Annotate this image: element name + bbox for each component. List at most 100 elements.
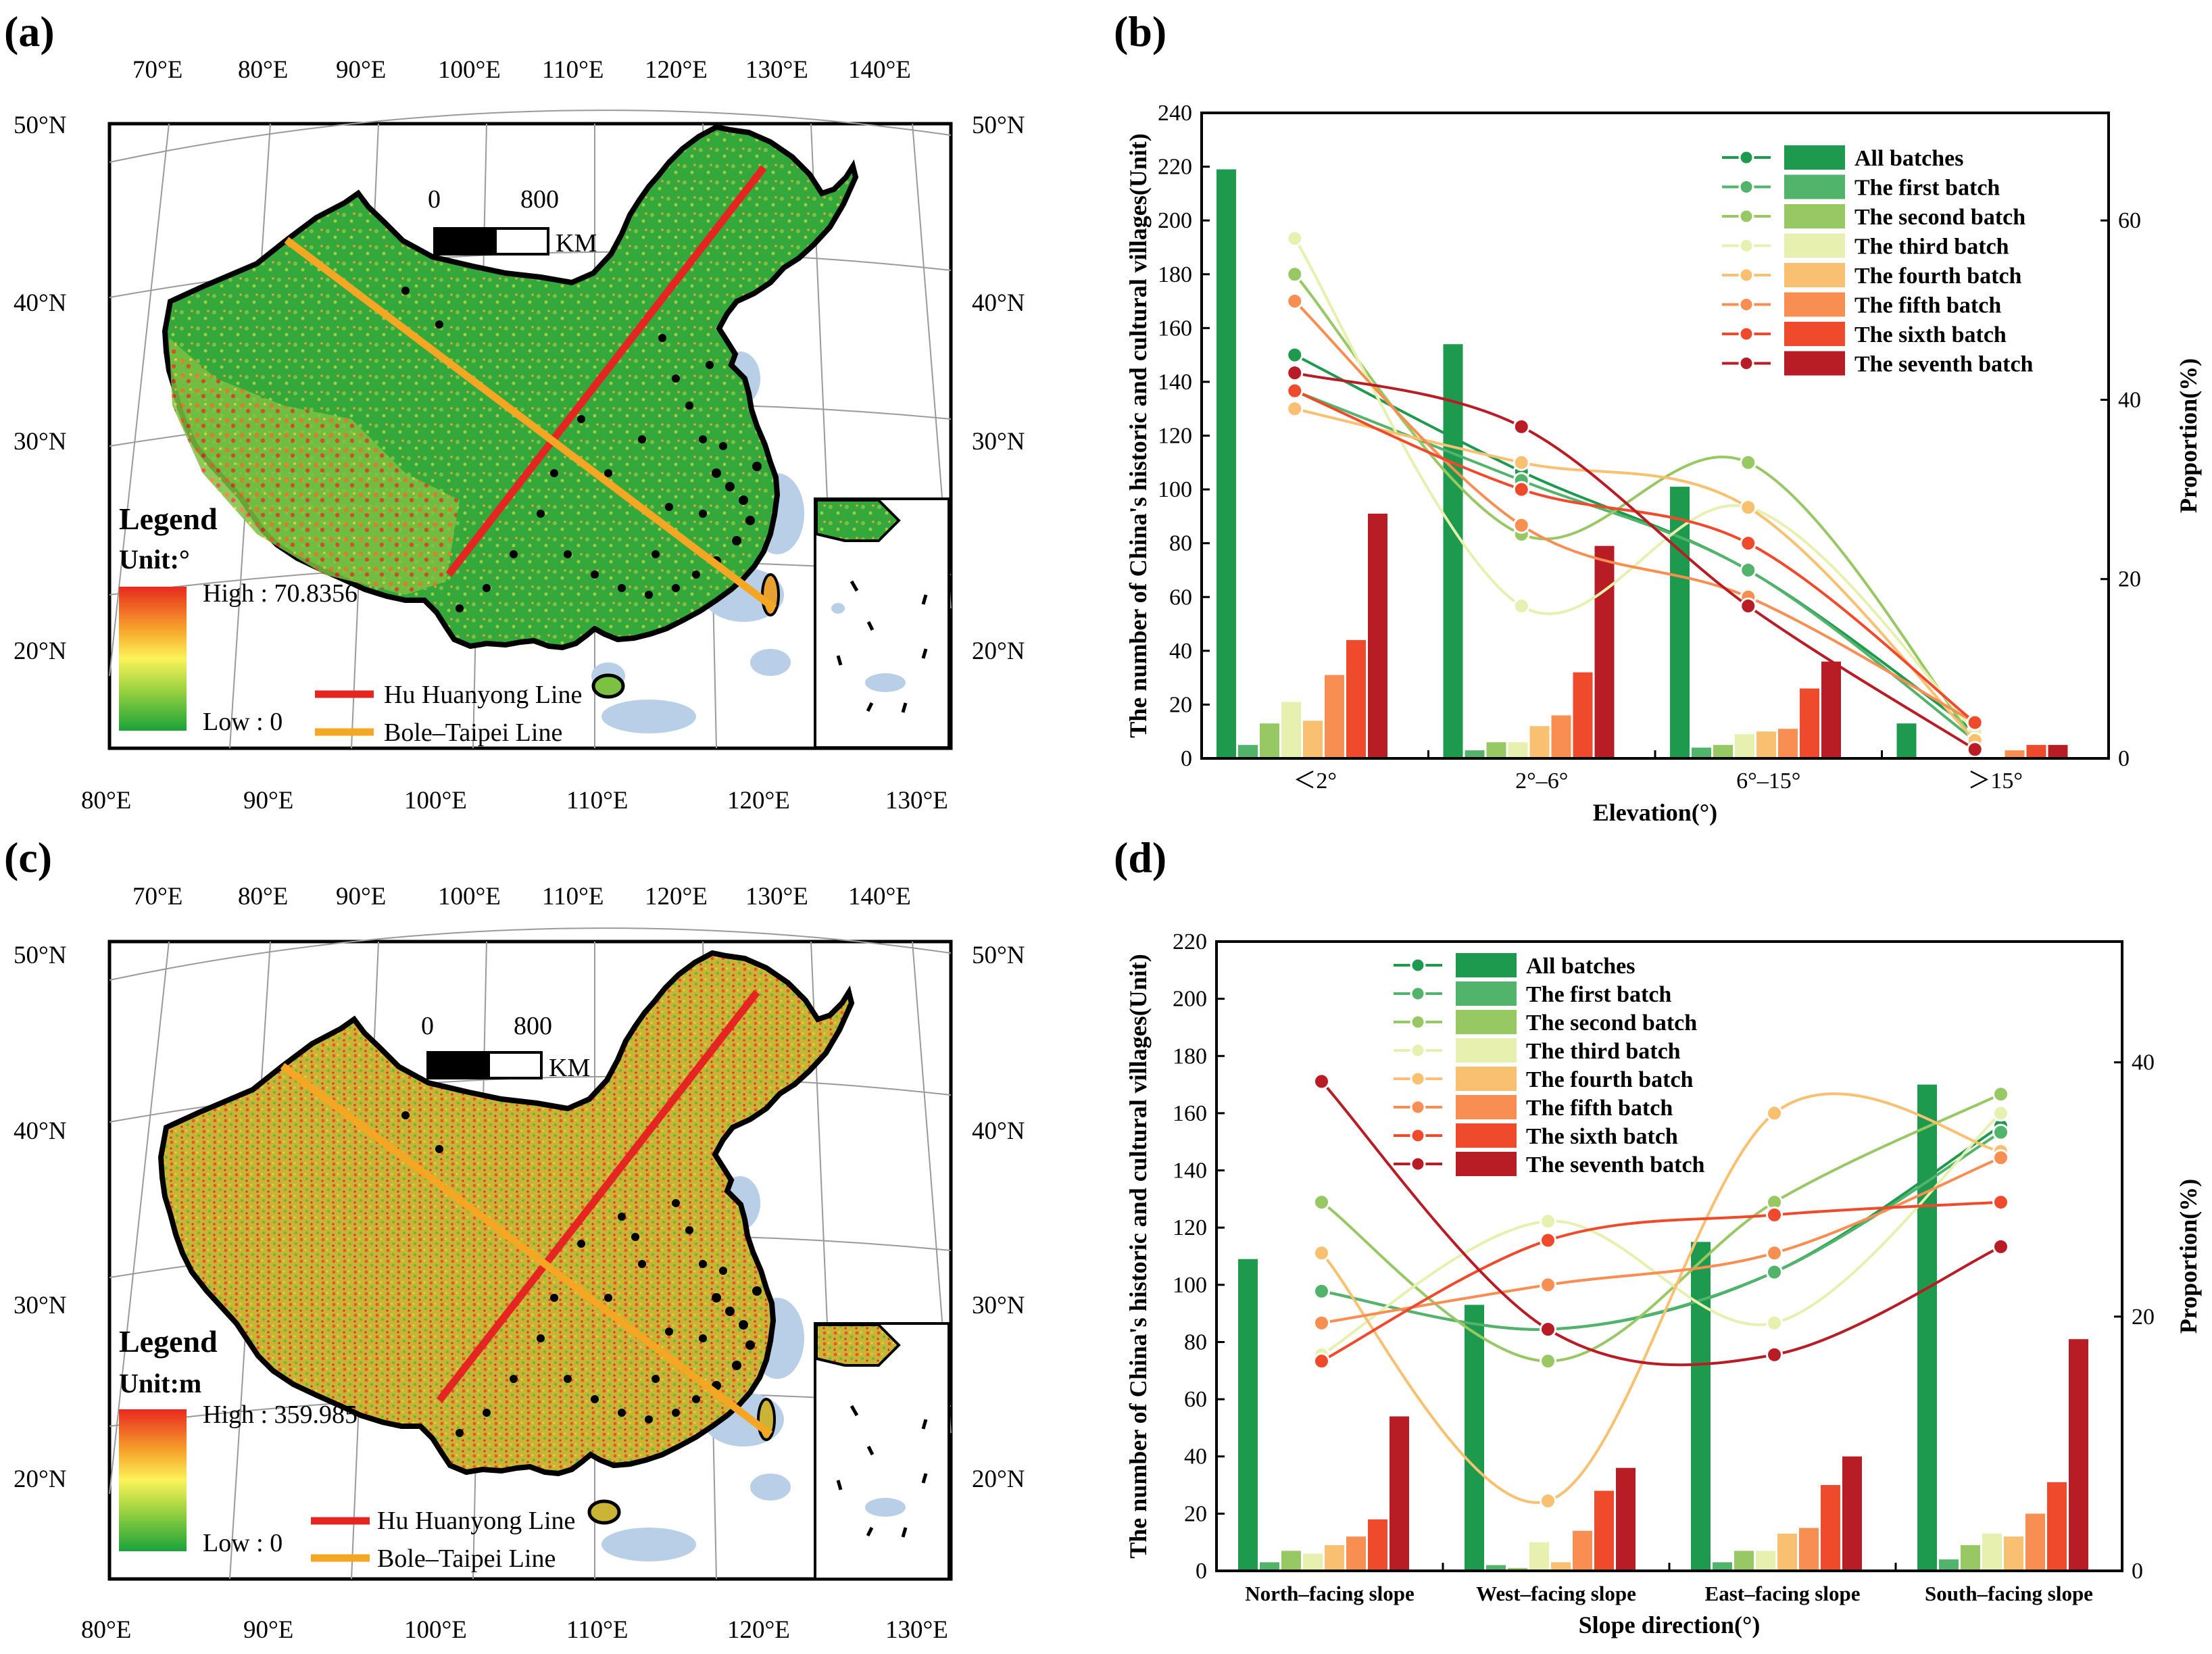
line-point <box>1313 1353 1330 1370</box>
legend-marker-swatch <box>1738 297 1754 312</box>
line-point <box>1540 1232 1556 1249</box>
series-line <box>1321 1131 2002 1331</box>
series-line <box>1321 1200 2001 1363</box>
bar-mark <box>1368 513 1387 758</box>
bar-mark <box>1777 1533 1797 1571</box>
bar-mark <box>1260 723 1279 758</box>
bar-mark <box>2004 1536 2023 1571</box>
series-line <box>1321 1156 2002 1325</box>
lat-right-label: 20°N <box>972 1465 1025 1493</box>
scale-bar: 0 800 KM <box>428 185 597 258</box>
bar-mark <box>1465 750 1485 758</box>
legend-marker-swatch <box>1410 1156 1426 1172</box>
hainan-island <box>587 1499 621 1525</box>
line-point <box>1286 364 1304 382</box>
bar-mark <box>1390 1416 1409 1571</box>
bar-mark <box>1692 748 1711 758</box>
bar-mark <box>2048 745 2068 758</box>
legend-label: All batches <box>1526 954 1636 979</box>
lon-top-label: 100°E <box>438 883 501 910</box>
lat-right-label: 50°N <box>972 942 1025 969</box>
bar-mark <box>1465 1305 1484 1571</box>
legend-bar-swatch <box>1784 351 1845 376</box>
map-legend: Legend Unit:m High : 359.985 Low : 0 Hu … <box>119 1324 575 1573</box>
y2-tick-label: 60 <box>2118 208 2141 233</box>
legend-bar-swatch <box>1456 1095 1517 1119</box>
legend-label: All batches <box>1854 146 1964 171</box>
lon-top-label: 130°E <box>745 883 808 910</box>
bar-mark <box>1573 672 1593 758</box>
y-tick-label: 20 <box>1184 1501 1207 1526</box>
legend-marker-swatch <box>1410 1099 1426 1115</box>
legend-bar-swatch <box>1456 1067 1517 1091</box>
x-tick-label: ＞15° <box>1967 769 2023 794</box>
y-tick-label: 140 <box>1173 1159 1207 1184</box>
legend-marker-swatch <box>1410 957 1426 973</box>
legend-marker-swatch <box>1410 1071 1426 1087</box>
lon-top-label: 70°E <box>132 56 182 84</box>
legend-color-ramp <box>119 587 187 731</box>
y2-axis-label: Proportion(%) <box>2175 358 2202 513</box>
legend-bar-swatch <box>1784 292 1845 317</box>
legend-low: Low : 0 <box>203 708 282 736</box>
y-tick-label: 60 <box>1169 585 1192 610</box>
scale-value: 800 <box>520 185 559 214</box>
bar-mark <box>2069 1339 2088 1571</box>
legend-marker-swatch <box>1410 1127 1426 1144</box>
legend-unit: Unit:m <box>119 1368 201 1398</box>
lat-right-label: 30°N <box>972 1292 1025 1319</box>
lon-top-label: 100°E <box>438 56 501 84</box>
lat-right-label: 30°N <box>972 428 1025 456</box>
bar-mark <box>1281 702 1301 758</box>
y-tick-label: 60 <box>1184 1387 1207 1412</box>
line-point <box>1740 598 1757 615</box>
series-line <box>1294 354 1976 733</box>
map-panel-a: (a) <box>4 7 1025 814</box>
y-tick-label: 180 <box>1158 262 1192 287</box>
bar-mark <box>1735 734 1754 758</box>
y-tick-label: 200 <box>1173 987 1207 1012</box>
line-point <box>1286 230 1304 247</box>
y-tick-label: 0 <box>1196 1559 1207 1584</box>
scale-unit: KM <box>556 229 597 258</box>
hu-huanyong-line <box>436 990 760 1403</box>
bar-mark <box>1238 745 1258 758</box>
bar-mark <box>1800 688 1819 758</box>
legend-label: The second batch <box>1526 1011 1697 1036</box>
bar-mark <box>1551 1562 1571 1571</box>
bar-mark <box>1691 1242 1711 1571</box>
map-panel-c: (c) <box>4 833 1025 1644</box>
line-point <box>1286 400 1304 418</box>
y-tick-label: 100 <box>1158 477 1192 502</box>
lon-bottom-label: 90°E <box>243 1616 293 1644</box>
line-point <box>1766 1346 1783 1363</box>
line-point <box>1513 481 1530 498</box>
bar-mark <box>2025 1513 2045 1571</box>
legend-label: The third batch <box>1526 1039 1681 1064</box>
y-tick-label: 40 <box>1169 639 1192 664</box>
bar-mark <box>1778 729 1798 758</box>
bar-mark <box>1917 1084 1937 1571</box>
line-point <box>1540 1353 1556 1370</box>
lon-top-label: 110°E <box>542 56 604 84</box>
line-point <box>1540 1321 1556 1338</box>
legend-marker-swatch <box>1738 356 1754 371</box>
legend-marker-swatch <box>1738 238 1754 253</box>
y-axis-label: The number of China's historic and cultu… <box>1125 133 1152 737</box>
series-line <box>1294 389 1976 742</box>
bar-mark <box>1529 726 1550 758</box>
scale-unit: KM <box>549 1054 590 1082</box>
panel-label-c: (c) <box>4 833 52 881</box>
line-point <box>1513 598 1530 615</box>
bar-mark <box>1325 1544 1344 1571</box>
lon-bottom-label: 120°E <box>727 787 790 814</box>
y-tick-label: 80 <box>1169 531 1192 556</box>
line-point <box>1740 454 1757 471</box>
bar-mark <box>1821 661 1841 758</box>
lat-left-label: 20°N <box>14 637 67 665</box>
lat-left-label: 50°N <box>14 942 67 969</box>
bole-taipei-line <box>280 1063 773 1438</box>
bar-mark <box>1238 1259 1258 1571</box>
legend-bar-swatch <box>1784 145 1845 170</box>
legend-bar-swatch <box>1784 263 1845 287</box>
